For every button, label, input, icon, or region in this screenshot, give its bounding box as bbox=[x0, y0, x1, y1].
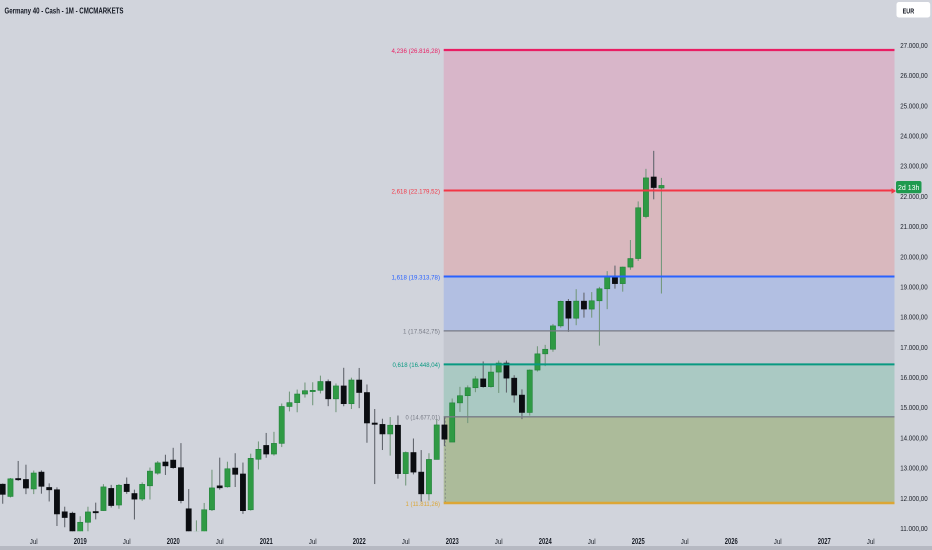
svg-text:27.000,00: 27.000,00 bbox=[900, 41, 928, 50]
svg-text:26.000,00: 26.000,00 bbox=[900, 71, 928, 80]
svg-text:2019: 2019 bbox=[74, 537, 87, 546]
svg-text:23.000,00: 23.000,00 bbox=[900, 162, 928, 171]
svg-text:22.000,00: 22.000,00 bbox=[900, 192, 928, 201]
svg-text:1 (17.542,75): 1 (17.542,75) bbox=[403, 329, 440, 336]
svg-text:Jul: Jul bbox=[123, 537, 131, 546]
svg-text:14.000,00: 14.000,00 bbox=[900, 433, 928, 442]
svg-text:20.000,00: 20.000,00 bbox=[900, 252, 928, 261]
svg-text:1 (11.811,26): 1 (11.811,26) bbox=[406, 501, 441, 508]
svg-text:2d 13h: 2d 13h bbox=[898, 185, 920, 192]
svg-text:1,618 (19.313,78): 1,618 (19.313,78) bbox=[392, 274, 441, 281]
svg-text:17.000,00: 17.000,00 bbox=[900, 343, 928, 352]
svg-text:2026: 2026 bbox=[725, 537, 738, 546]
svg-text:12.000,00: 12.000,00 bbox=[900, 494, 928, 503]
svg-text:EUR: EUR bbox=[903, 6, 915, 15]
svg-text:2024: 2024 bbox=[539, 537, 552, 546]
svg-text:Jul: Jul bbox=[588, 537, 596, 546]
svg-text:2020: 2020 bbox=[167, 537, 180, 546]
svg-text:2021: 2021 bbox=[260, 537, 273, 546]
svg-text:Jul: Jul bbox=[309, 537, 317, 546]
svg-text:4,236 (26.816,28): 4,236 (26.816,28) bbox=[392, 48, 441, 55]
svg-text:2023: 2023 bbox=[446, 537, 459, 546]
svg-text:Jul: Jul bbox=[495, 537, 503, 546]
svg-text:0,618 (16.448,04): 0,618 (16.448,04) bbox=[393, 362, 441, 369]
svg-text:2022: 2022 bbox=[353, 537, 366, 546]
svg-text:13.000,00: 13.000,00 bbox=[900, 464, 928, 473]
svg-text:15.000,00: 15.000,00 bbox=[900, 403, 928, 412]
svg-text:Jul: Jul bbox=[30, 537, 38, 546]
svg-text:Jul: Jul bbox=[774, 537, 782, 546]
svg-text:2,618 (22.179,52): 2,618 (22.179,52) bbox=[392, 188, 441, 195]
svg-text:25.000,00: 25.000,00 bbox=[900, 101, 928, 110]
svg-text:0 (14.677,01): 0 (14.677,01) bbox=[406, 415, 441, 422]
svg-text:Germany 40 - Cash - 1M - CMCMA: Germany 40 - Cash - 1M - CMCMARKETS bbox=[5, 6, 124, 16]
svg-text:2025: 2025 bbox=[632, 537, 645, 546]
svg-text:24.000,00: 24.000,00 bbox=[900, 132, 928, 141]
svg-text:Jul: Jul bbox=[681, 537, 689, 546]
svg-text:Jul: Jul bbox=[216, 537, 224, 546]
svg-text:Jul: Jul bbox=[867, 537, 875, 546]
svg-text:2027: 2027 bbox=[818, 537, 831, 546]
svg-text:18.000,00: 18.000,00 bbox=[900, 313, 928, 322]
svg-text:19.000,00: 19.000,00 bbox=[900, 282, 928, 291]
svg-text:21.000,00: 21.000,00 bbox=[900, 222, 928, 231]
svg-text:16.000,00: 16.000,00 bbox=[900, 373, 928, 382]
svg-text:Jul: Jul bbox=[402, 537, 410, 546]
svg-text:11.000,00: 11.000,00 bbox=[900, 524, 928, 533]
